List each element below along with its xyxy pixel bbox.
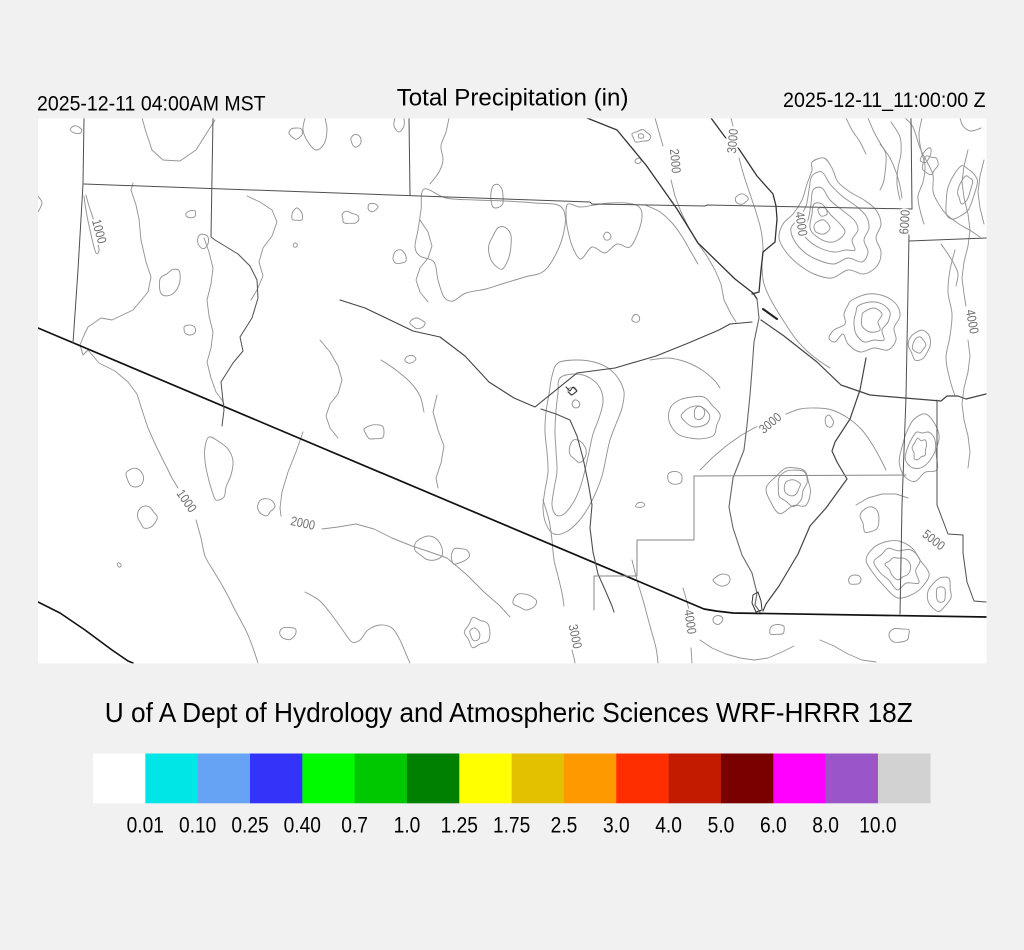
svg-text:0.01: 0.01 — [127, 812, 164, 837]
svg-text:3000: 3000 — [724, 128, 741, 154]
svg-text:2025-12-11 04:00AM MST: 2025-12-11 04:00AM MST — [37, 92, 266, 115]
svg-text:6.0: 6.0 — [760, 812, 787, 837]
svg-text:3.0: 3.0 — [603, 812, 630, 837]
svg-text:1.0: 1.0 — [394, 812, 421, 837]
svg-text:3000: 3000 — [566, 623, 586, 650]
svg-text:2000: 2000 — [667, 148, 684, 174]
svg-text:4.0: 4.0 — [655, 812, 682, 837]
svg-text:2025-12-11_11:00:00 Z: 2025-12-11_11:00:00 Z — [783, 87, 986, 112]
svg-text:0.25: 0.25 — [231, 812, 268, 837]
svg-text:1.75: 1.75 — [493, 812, 530, 837]
svg-text:4000: 4000 — [963, 308, 982, 335]
svg-text:U of A Dept of Hydrology and A: U of A Dept of Hydrology and Atmospheric… — [105, 697, 913, 728]
svg-text:0.40: 0.40 — [284, 812, 321, 837]
svg-text:8.0: 8.0 — [812, 812, 839, 837]
svg-text:2000: 2000 — [289, 513, 316, 533]
svg-text:0.10: 0.10 — [179, 812, 216, 837]
svg-text:Total Precipitation (in): Total Precipitation (in) — [397, 85, 629, 112]
svg-text:4000: 4000 — [681, 609, 699, 635]
svg-text:4000: 4000 — [792, 211, 810, 237]
svg-text:1.25: 1.25 — [441, 812, 478, 837]
svg-text:2.5: 2.5 — [551, 812, 578, 837]
svg-text:0.7: 0.7 — [341, 812, 368, 837]
svg-text:10.0: 10.0 — [859, 812, 896, 837]
svg-text:5.0: 5.0 — [708, 812, 735, 837]
svg-text:6000: 6000 — [896, 209, 913, 234]
